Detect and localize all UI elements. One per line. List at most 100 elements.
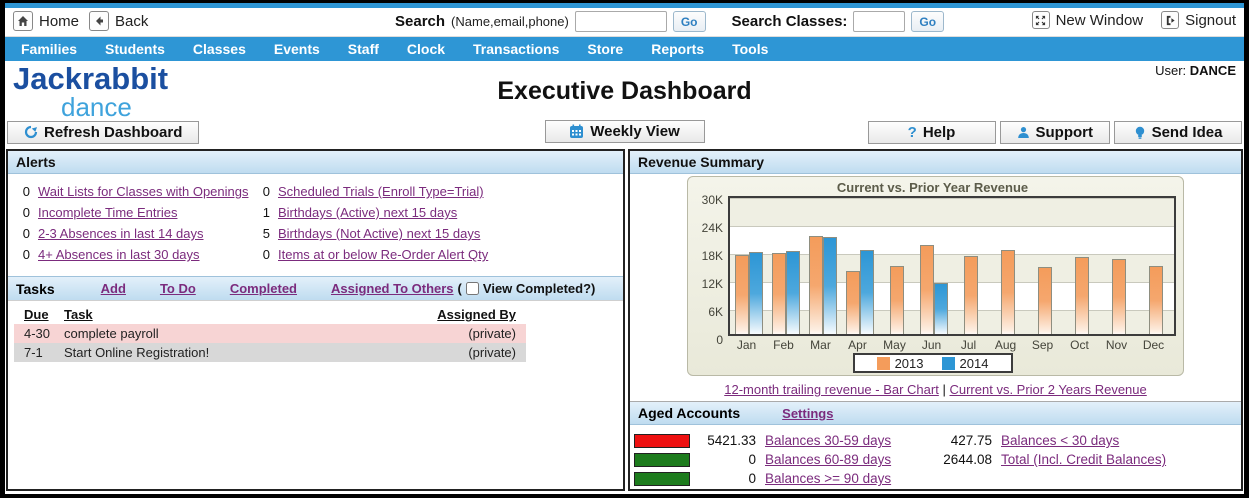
alert-link-birthdays-active[interactable]: Birthdays (Active) next 15 days (278, 205, 458, 220)
alert-item: 0 Scheduled Trials (Enroll Type=Trial) (256, 184, 488, 199)
page-title: Executive Dashboard (497, 77, 752, 105)
nav-item-reports[interactable]: Reports (651, 41, 705, 57)
alert-count: 1 (262, 205, 270, 220)
alert-link-scheduled-trials[interactable]: Scheduled Trials (Enroll Type=Trial) (278, 184, 484, 199)
prior-2-years-link[interactable]: Current vs. Prior 2 Years Revenue (949, 382, 1147, 397)
back-button[interactable]: Back (89, 11, 148, 31)
person-icon (1017, 126, 1030, 139)
chart-x-axis: Jan Feb Mar Apr May Jun Jul Aug Sep Oct Nov Dec (728, 336, 1176, 352)
jackrabbit-logo: Jackrabbit dance (13, 63, 168, 120)
tasks-toolbar: Tasks Add To Do Completed Assigned To Ot… (8, 276, 623, 301)
aged-accounts-header: Aged Accounts Settings (630, 401, 1241, 425)
signout-button[interactable]: Signout (1161, 11, 1236, 29)
balances-under-30-link[interactable]: Balances < 30 days (1001, 433, 1120, 448)
alert-link-reorder-qty[interactable]: Items at or below Re-Order Alert Qty (278, 247, 489, 262)
balances-60-89-link[interactable]: Balances 60-89 days (765, 452, 892, 467)
task-assigned-by: (private) (426, 343, 526, 362)
bar-2013-Mar (808, 236, 823, 334)
alert-item: 5 Birthdays (Not Active) next 15 days (256, 226, 488, 241)
y-tick: 24K (701, 221, 723, 235)
nav-item-transactions[interactable]: Transactions (473, 41, 560, 57)
aged-settings-link[interactable]: Settings (782, 405, 834, 421)
month-slot-May (878, 198, 915, 334)
task-due: 7-1 (14, 343, 60, 362)
month-slot-Oct (1063, 198, 1100, 334)
main-content: Alerts 0 Wait Lists for Classes with Open… (5, 147, 1244, 493)
revenue-summary-header: Revenue Summary (630, 151, 1241, 174)
support-button[interactable]: Support (999, 121, 1110, 144)
aged-amount: 5421.33 (707, 433, 756, 448)
x-tick: Jun (921, 338, 942, 352)
bar-2013-Jun (919, 245, 934, 334)
y-tick: 0 (716, 333, 723, 347)
tasks-add-link[interactable]: Add (100, 281, 126, 296)
nav-item-store[interactable]: Store (587, 41, 624, 57)
calendar-icon (569, 124, 584, 139)
link-separator: | (942, 382, 946, 397)
lightbulb-icon (1134, 126, 1146, 140)
bar-2013-Jul (963, 256, 978, 334)
legend-item-2013: 2013 (876, 356, 924, 371)
tasks-assigned-others-link[interactable]: Assigned To Others (330, 281, 454, 296)
balances-30-59-link[interactable]: Balances 30-59 days (765, 433, 892, 448)
nav-item-staff[interactable]: Staff (347, 41, 379, 57)
home-label: Home (39, 12, 80, 30)
aged-row: 427.75 Balances < 30 days (930, 431, 1166, 450)
nav-item-classes[interactable]: Classes (192, 41, 246, 57)
search-input[interactable] (574, 11, 667, 32)
green-swatch (634, 452, 690, 467)
nav-item-clock[interactable]: Clock (406, 41, 446, 57)
chart-y-axis: 30K 24K 18K 12K 6K 0 (688, 193, 728, 347)
alert-link-absences-14[interactable]: 2-3 Absences in last 14 days (38, 226, 204, 241)
month-slot-Mar (804, 198, 841, 334)
bar-2013-Aug (1000, 250, 1015, 334)
logo-line2: dance (61, 92, 132, 122)
legend-item-2014: 2014 (941, 356, 988, 371)
aged-row: 0 Balances >= 90 days (634, 469, 1241, 488)
tasks-todo-link[interactable]: To Do (159, 281, 196, 296)
page-header: User: DANCE Jackrabbit dance Executive D… (5, 61, 1244, 147)
tasks-completed-link[interactable]: Completed (229, 281, 297, 296)
x-tick: Mar (810, 338, 831, 352)
revenue-chart: Current vs. Prior Year Revenue 30K 24K 18K… (687, 176, 1184, 376)
search-classes-input[interactable] (853, 11, 906, 32)
y-tick: 6K (708, 305, 723, 319)
search-go-button[interactable]: Go (672, 11, 706, 32)
bar-2014-Feb (785, 251, 800, 334)
task-row[interactable]: 4-30 complete payroll (private) (14, 324, 526, 343)
nav-item-families[interactable]: Families (21, 41, 78, 57)
bar-2013-May (889, 266, 904, 334)
home-icon (13, 11, 33, 31)
nav-item-events[interactable]: Events (273, 41, 320, 57)
task-row[interactable]: 7-1 Start Online Registration! (private) (14, 343, 526, 362)
nav-item-students[interactable]: Students (105, 41, 165, 57)
send-idea-button[interactable]: Send Idea (1114, 121, 1242, 144)
month-slot-Jul (952, 198, 989, 334)
search-classes-go-button[interactable]: Go (911, 11, 945, 32)
view-completed-checkbox[interactable] (465, 282, 479, 295)
x-tick: Jan (736, 338, 757, 352)
signout-label: Signout (1185, 11, 1236, 29)
month-slot-Aug (989, 198, 1026, 334)
help-button[interactable]: ? Help (867, 121, 996, 144)
trailing-revenue-link[interactable]: 12-month trailing revenue - Bar Chart (724, 382, 939, 397)
alert-count: 0 (22, 226, 30, 241)
alert-link-birthdays-not-active[interactable]: Birthdays (Not Active) next 15 days (278, 226, 481, 241)
bar-2014-Jun (933, 283, 948, 334)
total-credit-balances-link[interactable]: Total (Incl. Credit Balances) (1001, 452, 1167, 467)
home-button[interactable]: Home (13, 11, 79, 31)
refresh-dashboard-button[interactable]: Refresh Dashboard (7, 120, 200, 144)
alert-link-wait-lists[interactable]: Wait Lists for Classes with Openings (38, 184, 249, 199)
aged-accounts-title: Aged Accounts (638, 405, 741, 421)
bar-2013-Oct (1074, 257, 1089, 334)
y-tick: 18K (701, 249, 723, 263)
weekly-view-button[interactable]: Weekly View (544, 120, 705, 143)
y-tick: 30K (701, 193, 723, 207)
user-name: DANCE (1189, 63, 1236, 78)
alert-link-absences-30[interactable]: 4+ Absences in last 30 days (38, 247, 200, 262)
alert-link-incomplete-time[interactable]: Incomplete Time Entries (38, 205, 178, 220)
new-window-button[interactable]: New Window (1031, 11, 1143, 29)
balances-90-plus-link[interactable]: Balances >= 90 days (765, 471, 892, 486)
alert-count: 0 (22, 205, 30, 220)
nav-item-tools[interactable]: Tools (732, 41, 769, 57)
